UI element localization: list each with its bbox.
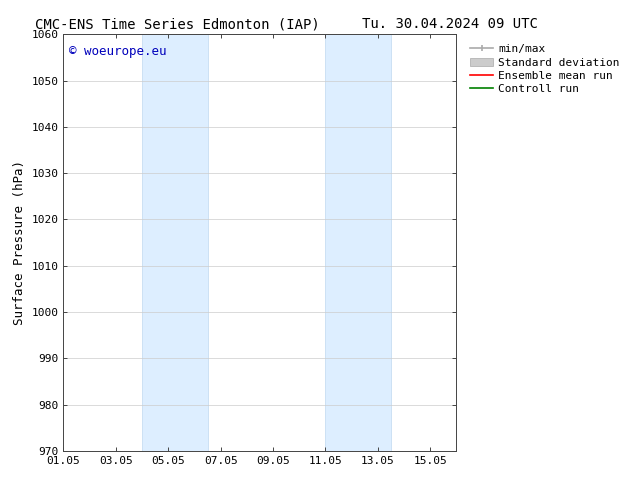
Bar bbox=[142, 34, 207, 451]
Text: Tu. 30.04.2024 09 UTC: Tu. 30.04.2024 09 UTC bbox=[362, 17, 538, 31]
Text: CMC-ENS Time Series Edmonton (IAP): CMC-ENS Time Series Edmonton (IAP) bbox=[35, 17, 320, 31]
Text: © woeurope.eu: © woeurope.eu bbox=[69, 45, 167, 58]
Legend: min/max, Standard deviation, Ensemble mean run, Controll run: min/max, Standard deviation, Ensemble me… bbox=[466, 40, 624, 99]
Bar bbox=[325, 34, 391, 451]
Y-axis label: Surface Pressure (hPa): Surface Pressure (hPa) bbox=[13, 160, 26, 325]
Title: CMC-ENS Time Series Edmonton (IAP)        Tu. 30.04.2024 09 UTC: CMC-ENS Time Series Edmonton (IAP) Tu. 3… bbox=[0, 489, 1, 490]
